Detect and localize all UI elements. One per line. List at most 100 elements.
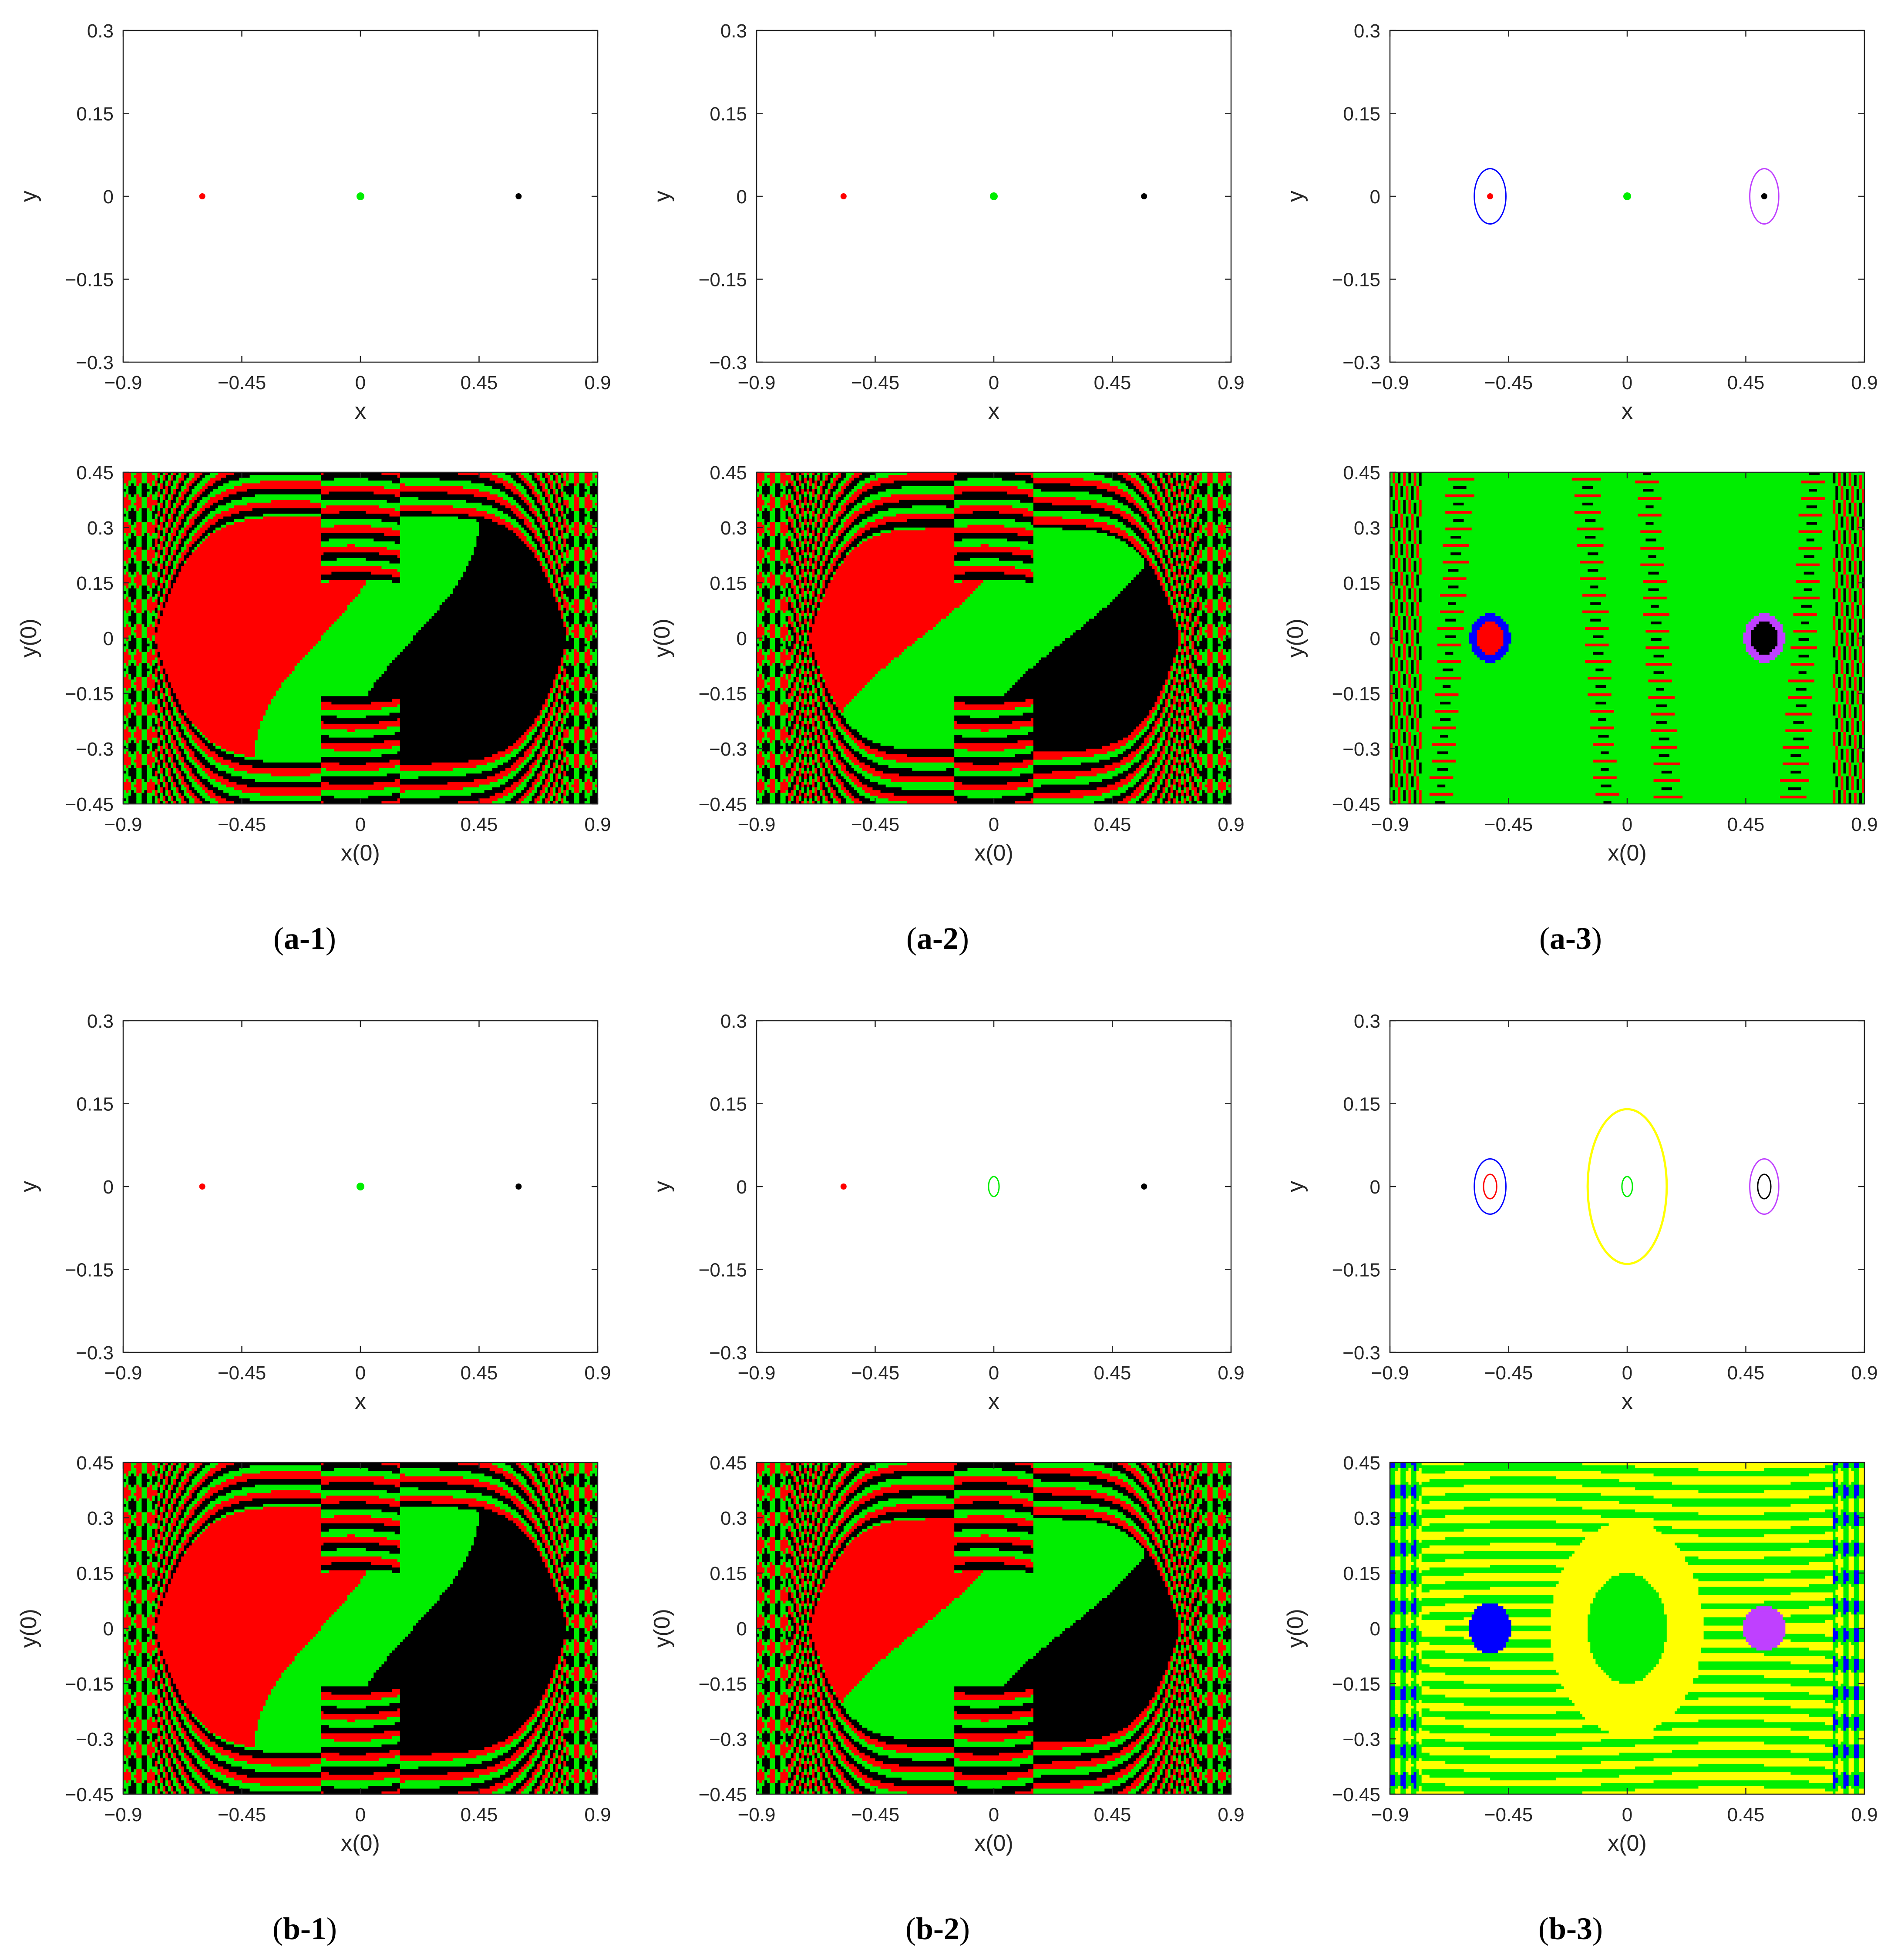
orbit-blue: [1474, 1158, 1507, 1215]
y-tick-label: −0.15: [65, 683, 114, 705]
y-tick-label: −0.3: [709, 1342, 747, 1364]
x-tick-label: −0.9: [1371, 814, 1409, 835]
y-axis-label: y(0): [16, 619, 41, 658]
panel-a1-bottom: −0.9 −0.45 0 0.45 0.9−0.45−0.3−0.1500.150.30…: [16, 462, 611, 866]
x-tick-label: 0: [1622, 814, 1632, 835]
x-tick-label: −0.45: [851, 814, 899, 835]
x-axis-label: x: [988, 399, 999, 424]
point-red: [1487, 193, 1494, 199]
panel-a1-top: −0.9 −0.45 0 0.45 0.9 −0.3 −0.15 0 0.15 0.3 x y: [16, 20, 611, 424]
y-tick-label: −0.15: [699, 1260, 747, 1281]
point-green: [1623, 192, 1631, 200]
panel-b1-bottom: −0.9 −0.45 0 0.45 0.9−0.45−0.3−0.1500.150.30…: [16, 1452, 611, 1856]
y-tick-label: 0.45: [710, 1452, 747, 1474]
y-tick-label: 0.3: [1354, 20, 1380, 42]
panel-b2-top: −0.9 −0.45 0 0.45 0.9 −0.3 −0.15 0 0.15 0.3 x y: [649, 1011, 1245, 1414]
y-tick-label: −0.45: [65, 1784, 114, 1805]
y-tick-label: 0.3: [87, 1011, 114, 1032]
y-axis-label: y(0): [16, 1609, 41, 1648]
point-red: [840, 1183, 847, 1190]
x-tick-label: 0.45: [461, 1362, 498, 1384]
y-tick-label: −0.15: [699, 683, 747, 705]
scatter-layer: [840, 1176, 1147, 1197]
point-red: [199, 193, 205, 199]
x-tick-label: −0.9: [1371, 1804, 1409, 1826]
y-tick-label: −0.15: [1332, 683, 1380, 705]
x-tick-label: −0.45: [218, 372, 266, 393]
x-axis-label: x: [355, 399, 366, 424]
x-tick-label: −0.9: [738, 1804, 776, 1826]
x-tick-label: 0: [355, 814, 366, 835]
orbit-yellow: [1586, 1108, 1668, 1265]
x-tick-label: 0.9: [584, 1362, 611, 1384]
x-tick-label: 0.45: [1094, 1362, 1131, 1384]
x-axis-label: x(0): [341, 1831, 380, 1856]
panel-label-b-1: (b-1): [273, 1911, 337, 1946]
orbit-magenta: [1749, 1158, 1780, 1215]
x-tick-label: 0.45: [461, 1804, 498, 1826]
y-tick-label: 0.45: [1343, 1452, 1380, 1474]
y-tick-label: 0.15: [710, 1094, 747, 1115]
x-tick-label: −0.45: [1484, 1362, 1533, 1384]
x-tick-label: 0.45: [1727, 1362, 1765, 1384]
y-tick-label: 0: [1370, 628, 1380, 649]
y-tick-label: 0.3: [87, 1508, 114, 1529]
panel-a2-bottom: −0.9 −0.45 0 0.45 0.9−0.45−0.3−0.1500.150.30…: [649, 462, 1245, 866]
y-axis-label: y(0): [1283, 1609, 1308, 1648]
y-tick-label: −0.45: [699, 1784, 747, 1805]
y-tick-label: 0: [1370, 1177, 1380, 1198]
y-tick-label: 0.15: [76, 1094, 114, 1115]
x-tick-label: 0.45: [1094, 814, 1131, 835]
x-tick-label: 0.45: [1727, 1804, 1765, 1826]
point-green: [990, 192, 998, 200]
y-tick-label: 0: [1370, 186, 1380, 208]
y-tick-label: −0.3: [1342, 1342, 1380, 1364]
x-tick-label: 0.45: [461, 372, 498, 393]
y-tick-label: −0.15: [1332, 1674, 1380, 1695]
point-green: [357, 1183, 364, 1190]
x-tick-label: −0.9: [104, 1804, 142, 1826]
x-tick-label: −0.45: [1484, 814, 1533, 835]
y-tick-label: −0.3: [709, 1729, 747, 1750]
panel-b1-top: −0.9 −0.45 0 0.45 0.9 −0.3 −0.15 0 0.15 0.3 x y: [16, 1011, 611, 1414]
y-axis-label: y(0): [649, 1609, 675, 1648]
orbit-black: [1757, 1173, 1772, 1200]
panel-label-a-3: (a-3): [1539, 921, 1602, 956]
y-axis-label: y: [1283, 191, 1308, 202]
point-black: [515, 1183, 522, 1190]
y-tick-label: −0.3: [76, 1729, 114, 1750]
x-tick-label: −0.9: [1371, 1362, 1409, 1384]
y-tick-label: 0.15: [76, 104, 114, 125]
x-tick-label: 0.45: [461, 814, 498, 835]
y-tick-label: 0.15: [76, 573, 114, 594]
x-axis-label: x(0): [1608, 840, 1647, 866]
basin-map: [1390, 472, 1864, 804]
x-tick-label: 0: [355, 372, 366, 393]
x-axis-label: x(0): [974, 1831, 1013, 1856]
y-tick-label: −0.45: [65, 794, 114, 815]
y-tick-label: 0.15: [1343, 573, 1380, 594]
y-tick-label: 0.15: [76, 1563, 114, 1584]
y-tick-label: 0: [737, 628, 747, 649]
y-axis-label: y: [16, 191, 41, 202]
y-tick-label: 0.3: [87, 518, 114, 539]
x-tick-label: 0.45: [1094, 372, 1131, 393]
x-tick-label: 0.9: [584, 372, 611, 393]
y-tick-label: −0.15: [1332, 1260, 1380, 1281]
basin-map: [123, 472, 598, 804]
y-tick-label: −0.45: [1332, 1784, 1380, 1805]
x-tick-label: 0.45: [1727, 372, 1765, 393]
y-tick-label: 0.15: [1343, 1563, 1380, 1584]
x-tick-label: −0.45: [218, 814, 266, 835]
y-tick-label: 0: [737, 1177, 747, 1198]
y-tick-label: 0: [103, 628, 114, 649]
basin-map: [757, 472, 1231, 804]
x-tick-label: 0: [989, 1362, 999, 1384]
point-black: [1141, 1183, 1147, 1190]
x-tick-label: −0.45: [851, 372, 899, 393]
y-tick-label: 0.3: [1354, 518, 1380, 539]
orbit-red: [1483, 1173, 1497, 1200]
scatter-layer: [199, 1183, 522, 1190]
x-tick-label: 0: [989, 372, 999, 393]
